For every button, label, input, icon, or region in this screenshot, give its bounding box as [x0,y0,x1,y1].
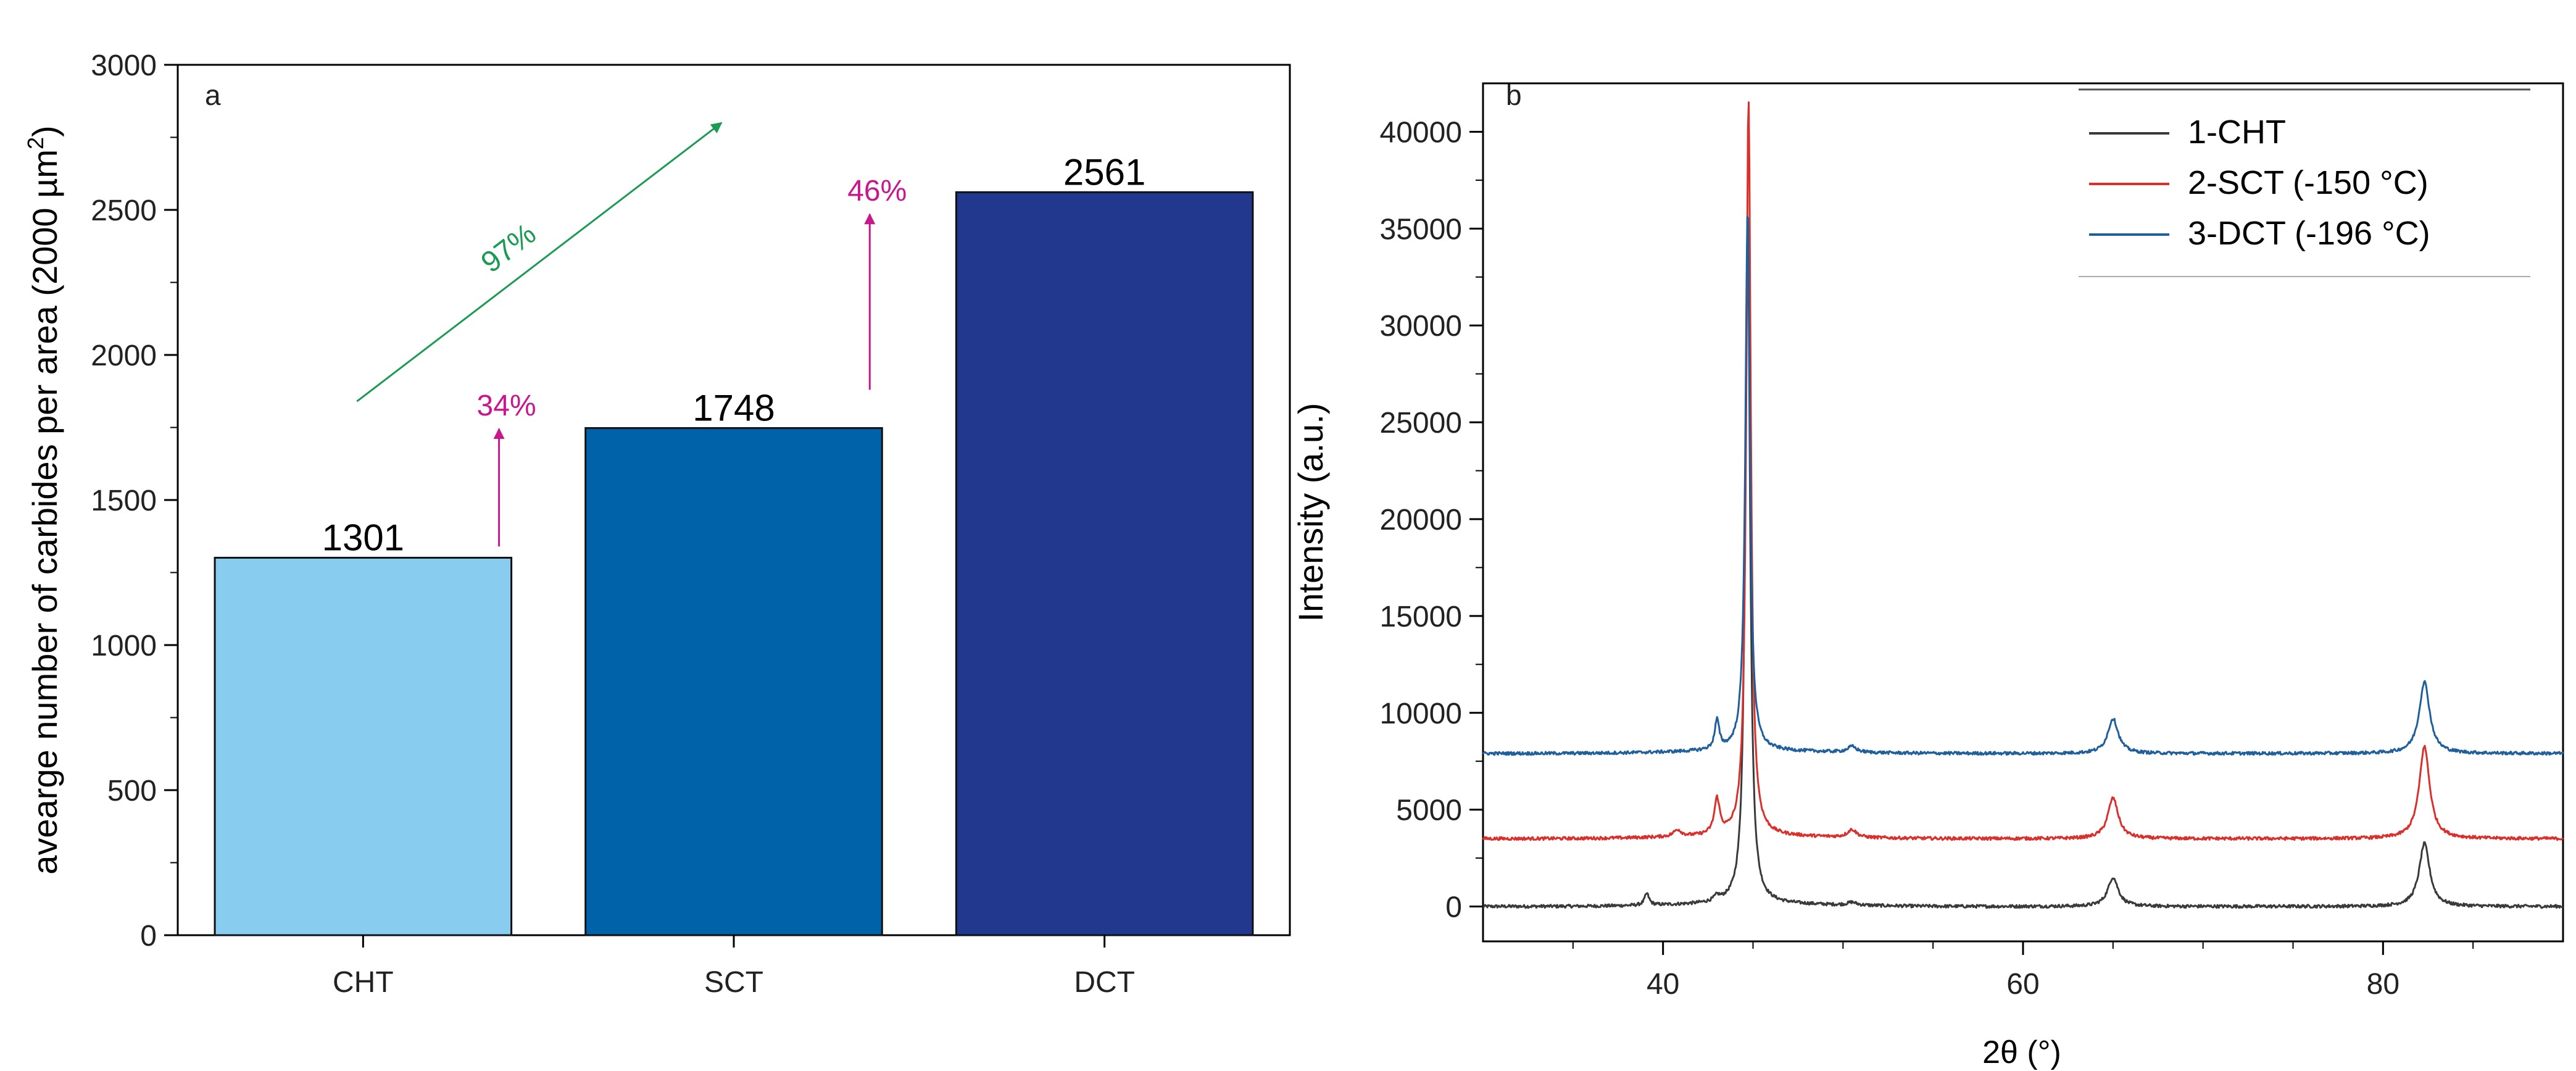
panel-a-x-axis: CHT SCT DCT [333,935,1135,999]
y-tick-label: 2500 [91,194,157,227]
panel-b-y-axis: 0 5000 10000 15000 20000 25000 30000 35000 40000 [1380,116,1483,924]
panel-b-label: b [1506,79,1522,111]
annotation-label: 97% [475,217,542,279]
annotation-label: 46% [847,175,907,207]
panel-b-y-axis-title: Intensity (a.u.) [1291,403,1330,622]
legend-entry: 3-DCT (-196 °C) [2188,215,2430,252]
bar-cht [214,557,513,936]
legend-entry: 2-SCT (-150 °C) [2188,164,2429,201]
series-line-2 [1482,101,2564,841]
x-tick-label: 60 [2006,968,2039,1001]
bar-dct [955,191,1254,936]
y-tick-label: 15000 [1380,601,1462,633]
panel-b-series-lines [1482,101,2564,909]
panel-b-legend: 1-CHT 2-SCT (-150 °C) 3-DCT (-196 °C) [2079,88,2530,277]
y-tick-label: 0 [140,920,157,952]
bar-value-label: 2561 [1063,151,1145,193]
bar-value-label: 1301 [322,517,404,559]
panel-a-y-axis-title-superscript: 2 [23,137,48,149]
y-tick-label: 35000 [1380,213,1462,246]
panel-b-x-axis-title: 2θ (°) [1982,1035,2061,1070]
panel-a-y-axis-title-main: avearge number of carbides per area (200… [25,149,64,875]
panel-a-bars: 1301 1748 2561 [214,151,1254,936]
legend-entry: 1-CHT [2188,114,2286,151]
x-tick-label: 80 [2367,968,2399,1001]
bar-value-label: 1748 [692,387,775,428]
panel-a-y-axis-title-close: ) [25,125,64,137]
annotation-arrow [356,122,723,402]
x-tick-label: CHT [333,966,394,999]
y-tick-label: 40000 [1380,116,1462,149]
bar-sct [584,427,883,936]
series-line-1 [1482,227,2564,909]
y-tick-label: 5000 [1396,794,1462,827]
panel-a-y-axis-title: avearge number of carbides per area (200… [23,125,64,874]
annotation-label: 34% [477,390,536,422]
panel-a-label: a [205,79,221,111]
y-tick-label: 30000 [1380,310,1462,343]
panel-b-x-axis: 40 60 80 [1572,941,2474,1001]
panel-a-y-axis: 0 500 1000 1500 2000 2500 3000 [91,49,178,952]
x-tick-label: 40 [1647,968,1679,1001]
y-tick-label: 2000 [91,340,157,372]
series-line-3 [1482,215,2564,756]
y-tick-label: 10000 [1380,698,1462,730]
y-tick-label: 20000 [1380,504,1462,536]
y-tick-label: 1500 [91,485,157,517]
x-tick-label: SCT [704,966,763,999]
y-tick-label: 3000 [91,49,157,82]
panel-b-line-chart: b 05000100001500020000250003000035000400… [1291,79,2564,1070]
x-tick-label: DCT [1074,966,1135,999]
panel-b-legend-entries: 1-CHT 2-SCT (-150 °C) 3-DCT (-196 °C) [2089,114,2430,252]
y-tick-label: 25000 [1380,407,1462,440]
y-tick-label: 1000 [91,630,157,662]
y-tick-label: 500 [107,775,157,807]
panel-b-plot-frame [1482,82,2564,943]
y-tick-label: 0 [1445,891,1462,924]
